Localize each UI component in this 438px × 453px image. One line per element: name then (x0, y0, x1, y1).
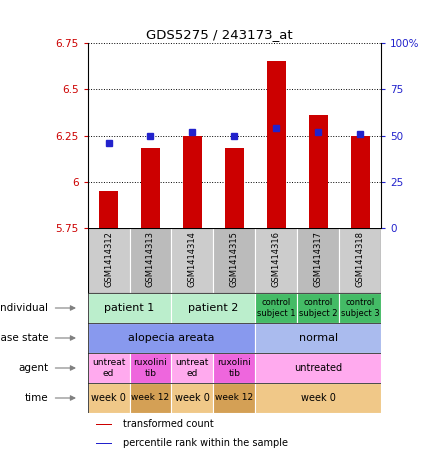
Text: ruxolini
tib: ruxolini tib (134, 358, 167, 378)
Text: GSM1414316: GSM1414316 (272, 231, 281, 287)
Bar (225, 149, 244, 228)
Bar (351, 135, 370, 228)
Text: untreated: untreated (294, 363, 342, 373)
Bar (255, 383, 381, 413)
Bar (88, 353, 130, 383)
Bar (309, 115, 328, 228)
Bar (255, 353, 381, 383)
Bar (339, 228, 381, 293)
Text: week 0: week 0 (91, 393, 126, 403)
Bar (171, 228, 213, 293)
Bar (88, 228, 130, 293)
Bar (88, 323, 255, 353)
Bar (297, 293, 339, 323)
Text: GSM1414312: GSM1414312 (104, 231, 113, 287)
Bar (88, 293, 171, 323)
Text: GSM1414318: GSM1414318 (356, 231, 364, 287)
Bar (255, 323, 381, 353)
Text: untreat
ed: untreat ed (176, 358, 209, 378)
Text: week 0: week 0 (175, 393, 210, 403)
Text: alopecia areata: alopecia areata (128, 333, 215, 343)
Text: patient 1: patient 1 (104, 303, 155, 313)
Text: control
subject 3: control subject 3 (341, 298, 379, 318)
Text: normal: normal (299, 333, 338, 343)
Bar (255, 228, 297, 293)
Text: transformed count: transformed count (123, 419, 213, 429)
Text: percentile rank within the sample: percentile rank within the sample (123, 439, 288, 448)
Bar (130, 383, 171, 413)
Bar (99, 191, 118, 228)
Text: GSM1414315: GSM1414315 (230, 231, 239, 287)
Text: untreat
ed: untreat ed (92, 358, 125, 378)
Text: patient 2: patient 2 (188, 303, 239, 313)
Text: week 0: week 0 (301, 393, 336, 403)
Bar (96, 424, 112, 425)
Bar (130, 228, 171, 293)
Bar (213, 353, 255, 383)
Bar (171, 293, 255, 323)
Text: week 12: week 12 (131, 394, 170, 403)
Text: GSM1414314: GSM1414314 (188, 231, 197, 287)
Bar (141, 149, 160, 228)
Bar (130, 353, 171, 383)
Bar (339, 293, 381, 323)
Text: GSM1414313: GSM1414313 (146, 231, 155, 287)
Bar (171, 353, 213, 383)
Text: time: time (25, 393, 48, 403)
Text: agent: agent (18, 363, 48, 373)
Text: GSM1414317: GSM1414317 (314, 231, 323, 287)
Text: disease state: disease state (0, 333, 48, 343)
Bar (96, 443, 112, 444)
Bar (171, 383, 213, 413)
Bar (183, 135, 202, 228)
Bar (255, 293, 297, 323)
Bar (88, 383, 130, 413)
Text: week 12: week 12 (215, 394, 254, 403)
Bar (297, 228, 339, 293)
Text: control
subject 2: control subject 2 (299, 298, 337, 318)
Text: GDS5275 / 243173_at: GDS5275 / 243173_at (146, 28, 292, 41)
Text: control
subject 1: control subject 1 (257, 298, 296, 318)
Bar (213, 228, 255, 293)
Bar (213, 383, 255, 413)
Text: ruxolini
tib: ruxolini tib (217, 358, 251, 378)
Text: individual: individual (0, 303, 48, 313)
Bar (267, 62, 286, 228)
